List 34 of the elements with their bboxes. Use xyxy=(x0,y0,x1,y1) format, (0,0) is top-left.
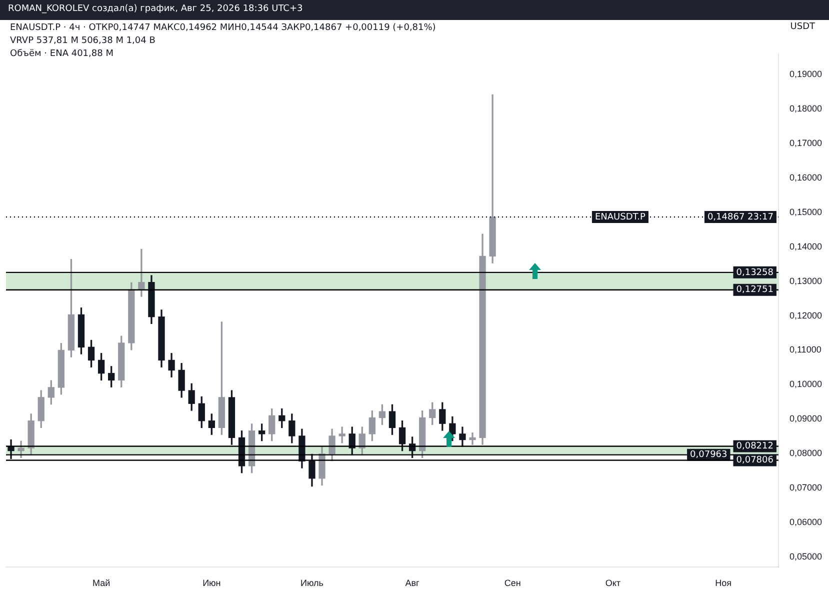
annotation: ENAUSDT.P xyxy=(594,212,646,222)
y-tick-label: 0,10000 xyxy=(789,379,822,390)
y-tick-label: 0,05000 xyxy=(789,551,822,562)
y-tick-label: 0,06000 xyxy=(789,516,822,527)
ref-line-label: 0,07963 xyxy=(690,450,728,460)
ref-line-label: 0,12751 xyxy=(736,285,774,296)
x-tick-label: Июн xyxy=(202,578,221,588)
x-tick-label: Май xyxy=(92,578,110,588)
x-tick-label: Авг xyxy=(405,578,420,588)
annotation: Объём · ENA 401,88 M xyxy=(10,48,114,61)
ref-line-label: 0,13258 xyxy=(736,268,774,278)
y-tick-label: 0,19000 xyxy=(789,69,822,80)
y-tick-label: 0,16000 xyxy=(789,172,822,182)
x-tick-label: Ноя xyxy=(715,578,732,588)
y-tick-label: 0,13000 xyxy=(789,276,822,286)
ref-line-label: 0,07806 xyxy=(736,456,774,466)
ref-line-label: 0,14867 23:17 xyxy=(707,212,774,222)
y-tick-label: 0,18000 xyxy=(789,104,822,114)
text: VRVP 537,81 M 506,38 M 1,04 B xyxy=(10,35,156,48)
y-tick-label: 0,17000 xyxy=(789,138,822,148)
y-tick-label: 0,12000 xyxy=(789,310,822,320)
ref-line-label: 0,08212 xyxy=(736,442,774,452)
y-tick-label: 0,15000 xyxy=(789,206,822,217)
y-axis-title: USDT xyxy=(790,22,815,32)
x-tick-label: Июль xyxy=(300,578,324,588)
y-tick-label: 0,07000 xyxy=(789,482,822,492)
y-tick-label: 0,08000 xyxy=(789,448,822,458)
x-tick-label: Окт xyxy=(605,578,621,588)
chart-subtitle: ENAUSDT.P · 4ч · ОТКР0,14747 МАКС0,14962 МИН0,14544 ЗАКР0,14867 +0,00119 (+0,81%) xyxy=(10,22,436,35)
y-tick-label: 0,09000 xyxy=(789,414,822,424)
y-tick-label: 0,11000 xyxy=(789,344,822,355)
chart-title: ROMAN_KOROLEV создал(а) график, Авг 25, 2026 18:36 UTC+3 xyxy=(0,0,829,20)
x-tick-label: Сен xyxy=(504,578,521,588)
y-tick-label: 0,14000 xyxy=(789,241,822,252)
